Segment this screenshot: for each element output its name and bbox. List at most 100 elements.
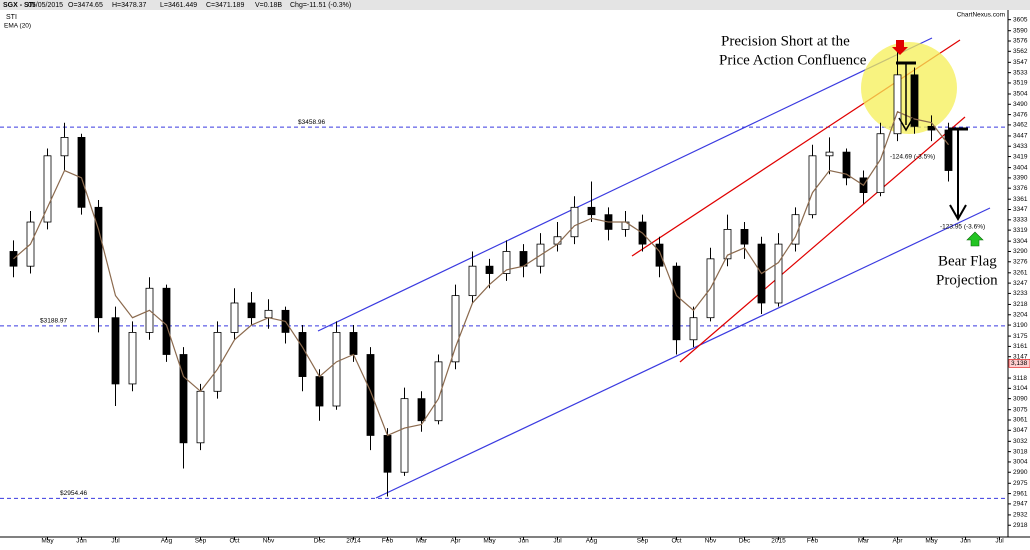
candle-body <box>791 214 800 245</box>
candle-body <box>94 206 103 319</box>
last-price-label: 3,138 <box>1011 360 1028 367</box>
x-tick-label: 2014 <box>346 538 361 545</box>
candle-body <box>723 228 732 260</box>
x-tick-label: 2015 <box>771 538 786 545</box>
x-tick-label: Apr <box>450 538 461 545</box>
candle-body <box>213 332 222 392</box>
y-tick-label: 3462 <box>1013 122 1028 129</box>
y-tick-label: 3118 <box>1013 375 1027 382</box>
x-tick-label: Jun <box>960 538 971 545</box>
level-label: $2954.46 <box>60 490 87 497</box>
candle-body <box>893 74 902 135</box>
y-tick-label: 3175 <box>1013 333 1028 340</box>
trendline <box>375 207 991 499</box>
y-tick-label: 2932 <box>1013 512 1028 519</box>
candle-body <box>587 206 596 216</box>
y-tick-label: 3419 <box>1013 153 1028 160</box>
header-high: H=3478.37 <box>112 2 147 9</box>
candle-body <box>876 133 885 193</box>
y-tick-label: 3347 <box>1013 206 1028 213</box>
candle-body <box>417 398 426 422</box>
trendline <box>317 37 933 332</box>
arrow-head <box>949 204 967 222</box>
x-tick-label: Oct <box>671 538 681 545</box>
y-tick-label: 3104 <box>1013 385 1028 392</box>
x-tick-label: Dec <box>739 538 751 545</box>
annotation: Precision Short at the <box>721 33 850 49</box>
x-tick-label: Sep <box>637 538 649 545</box>
candle-body <box>196 390 205 444</box>
green-arrow <box>966 231 984 247</box>
y-tick-label: 2975 <box>1013 480 1028 487</box>
x-tick-label: Sep <box>195 538 207 545</box>
y-tick-label: 3032 <box>1013 438 1028 445</box>
level-label: $3188.97 <box>40 318 67 325</box>
x-tick-label: Jul <box>995 538 1004 545</box>
y-tick-label: 3404 <box>1013 164 1028 171</box>
annotation-shapes <box>892 40 984 247</box>
candle-body <box>485 265 494 274</box>
y-tick-label: 3333 <box>1013 217 1028 224</box>
x-tick-label: Apr <box>892 538 903 545</box>
y-tick-label: 2961 <box>1013 490 1028 497</box>
candle-body <box>111 317 120 385</box>
y-tick-label: 3233 <box>1013 290 1028 297</box>
y-tick-label: 3276 <box>1013 258 1028 265</box>
candle-body <box>43 155 52 223</box>
x-tick-label: Nov <box>263 538 275 545</box>
header-close: C=3471.189 <box>206 2 244 9</box>
y-tick-label: 3447 <box>1013 133 1028 140</box>
x-tick-label: Feb <box>382 538 394 545</box>
candle-body <box>77 137 86 208</box>
annotation: Bear Flag <box>938 253 997 269</box>
y-tick-label: 3433 <box>1013 143 1028 150</box>
trendline <box>679 116 966 363</box>
header-low: L=3461.449 <box>160 2 197 9</box>
candle-body <box>689 317 698 341</box>
candle-body <box>434 361 443 422</box>
source: ChartNexus.com <box>957 12 1005 19</box>
candle-body <box>502 251 511 274</box>
candle-body <box>570 206 579 238</box>
last-price-box <box>1008 359 1030 368</box>
y-tick-label: 3504 <box>1013 91 1028 98</box>
x-tick-label: Aug <box>161 538 173 545</box>
y-tick-label: 3519 <box>1013 80 1028 87</box>
y-tick-label: 2947 <box>1013 501 1028 508</box>
candle-body <box>400 398 409 473</box>
y-tick-label: 3590 <box>1013 27 1028 34</box>
x-tick-label: Nov <box>705 538 717 545</box>
x-tick-label: Mar <box>858 538 870 545</box>
candle-body <box>128 332 137 385</box>
candle-body <box>366 354 375 436</box>
y-tick-label: 3018 <box>1013 448 1028 455</box>
header-volume: V=0.18B <box>255 2 282 9</box>
candle-body <box>655 243 664 267</box>
y-tick-label: 3319 <box>1013 227 1028 234</box>
x-tick-label: May <box>925 538 938 545</box>
annotation: Price Action Confluence <box>719 52 867 68</box>
candle-body <box>468 265 477 297</box>
y-tick-label: 3533 <box>1013 69 1028 76</box>
y-tick-label: 2990 <box>1013 469 1028 476</box>
x-tick-label: Feb <box>807 538 819 545</box>
candle-body <box>162 287 171 355</box>
candle-body <box>825 151 834 157</box>
x-tick-label: Dec <box>314 538 326 545</box>
candle-body <box>451 295 460 363</box>
symbol: STI <box>6 14 17 21</box>
candle-body <box>740 228 749 245</box>
y-tick-label: 3247 <box>1013 280 1028 287</box>
candle-body <box>672 265 681 341</box>
candle-body <box>910 74 919 127</box>
y-tick-label: 3190 <box>1013 322 1028 329</box>
x-tick-label: Oct <box>229 538 239 545</box>
x-tick-label: Jul <box>553 538 562 545</box>
header-change: Chg=-11.51 (-0.3%) <box>290 2 351 9</box>
y-tick-label: 2918 <box>1013 522 1028 529</box>
x-tick-label: Jul <box>111 538 120 545</box>
ema-line <box>13 110 949 437</box>
y-tick-label: 3047 <box>1013 427 1028 434</box>
y-tick-label: 3061 <box>1013 417 1028 424</box>
y-tick-label: 3390 <box>1013 175 1028 182</box>
